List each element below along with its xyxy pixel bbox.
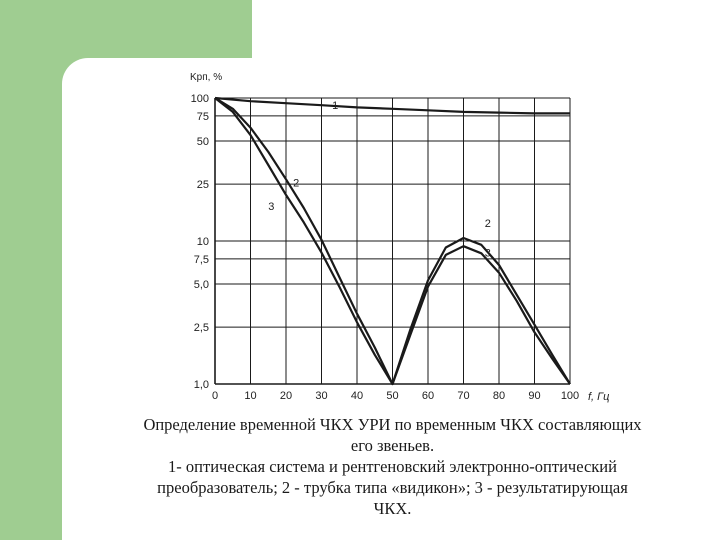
y-tick-label: 10: [197, 236, 209, 248]
curve-label-2: 2: [485, 218, 491, 230]
caption-line-2: его звеньев.: [350, 436, 435, 455]
y-tick-label: 100: [191, 93, 209, 105]
x-tick-label: 60: [422, 390, 434, 402]
x-tick-label: 0: [212, 390, 218, 402]
caption-line-1: Определение временной ЧКХ УРИ по временн…: [143, 415, 642, 434]
chart-grid: [214, 97, 571, 385]
y-tick-label: 75: [197, 111, 209, 123]
y-tick-label: 25: [197, 179, 209, 191]
slide-panel: [62, 58, 720, 548]
x-tick-label: 100: [561, 390, 579, 402]
y-tick-label: 2,5: [194, 322, 209, 334]
curve-label-3: 3: [268, 201, 274, 213]
figure-caption: Определение временной ЧКХ УРИ по временн…: [80, 414, 705, 519]
y-tick-label: 50: [197, 136, 209, 148]
x-tick-label: 90: [528, 390, 540, 402]
x-tick-label: 80: [493, 390, 505, 402]
y-tick-label: 1,0: [194, 379, 209, 391]
x-tick-label: 10: [244, 390, 256, 402]
curve-label-2: 2: [293, 178, 299, 190]
x-tick-label: 70: [457, 390, 469, 402]
series-line-3: [214, 97, 571, 386]
curve-label-3: 3: [485, 247, 491, 259]
x-tick-label: 50: [386, 390, 398, 402]
y-tick-label: 5,0: [194, 279, 209, 291]
x-axis-label: f, Гц: [588, 391, 609, 403]
caption-line-5: ЧКХ.: [373, 499, 412, 518]
caption-line-3: 1- оптическая система и рентгеновский эл…: [168, 457, 617, 476]
curve-labels: 1 2 3 2 3: [268, 100, 491, 260]
caption-line-4: преобразователь; 2 - трубка типа «видико…: [157, 478, 628, 497]
y-tick-label: 7,5: [194, 254, 209, 266]
y-tick-labels: 1,0 2,5 5,0 7,5 10 25 50 75 100: [191, 93, 209, 391]
x-tick-label: 40: [351, 390, 363, 402]
series-line-1: [214, 96, 570, 115]
frequency-contrast-chart: 0 10 20 30 40 50 60 70 80 90 100 1,0 2,5 5,0 7,5 10 25 5…: [190, 72, 609, 403]
x-tick-label: 30: [315, 390, 327, 402]
y-axis-label: Kрп, %: [190, 72, 222, 83]
curve-label-1: 1: [332, 100, 338, 112]
x-tick-label: 20: [280, 390, 292, 402]
x-tick-labels: 0 10 20 30 40 50 60 70 80 90 100: [212, 390, 579, 402]
chart-curves: [214, 96, 571, 386]
